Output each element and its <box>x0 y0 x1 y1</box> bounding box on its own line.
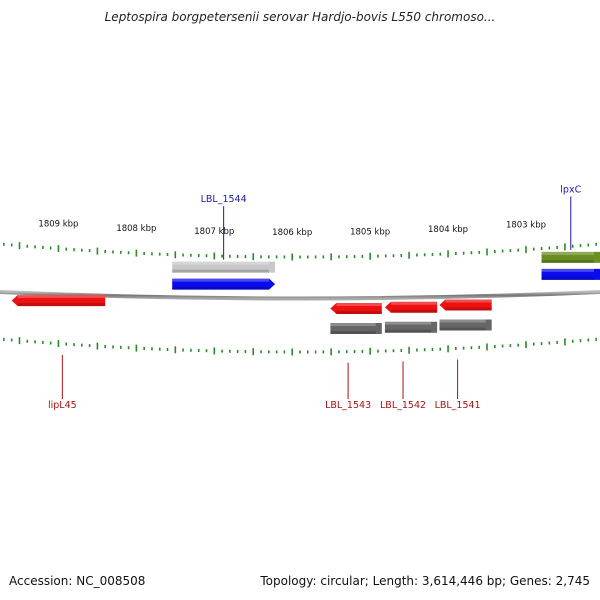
feature-shadow <box>17 303 106 307</box>
feature-gene <box>11 295 106 307</box>
feature-shadow <box>541 259 594 263</box>
scale-ticks-top <box>3 242 597 261</box>
feature-highlight <box>541 251 594 255</box>
feature-label: LBL_1541 <box>435 400 481 411</box>
feature-shadow <box>439 327 486 331</box>
feature-gene <box>439 299 492 311</box>
feature-highlight <box>172 261 270 265</box>
scale-labels: 1809 kbp 1808 kbp 1807 kbp 1806 kbp 1805 kbp… <box>38 220 546 238</box>
feature-highlight <box>172 278 270 282</box>
feature-gene <box>172 278 276 290</box>
feature-highlight <box>445 299 492 303</box>
topology-summary: Topology: circular; Length: 3,614,446 bp… <box>260 574 590 588</box>
scale-label: 1803 kbp <box>506 221 546 231</box>
feature-shadow <box>330 331 376 335</box>
feature-shadow <box>390 309 438 313</box>
feature-highlight <box>336 303 382 307</box>
feature-cds <box>330 323 382 335</box>
scale-label: 1808 kbp <box>116 224 156 234</box>
feature-label: LBL_1544 <box>201 194 247 205</box>
feature-rna <box>172 261 276 273</box>
scale-label: 1805 kbp <box>350 227 390 237</box>
feature-gene <box>541 268 600 280</box>
feature-cds <box>384 321 438 333</box>
scale-label: 1806 kbp <box>272 228 312 238</box>
feature-highlight <box>17 295 106 299</box>
feature-shadow <box>172 286 270 290</box>
map-title: Leptospira borgpetersenii serovar Hardjo… <box>104 10 496 24</box>
feature-highlight <box>390 301 438 305</box>
feature-cds <box>439 319 492 331</box>
feature-shadow <box>384 329 432 333</box>
feature-gene <box>384 301 438 313</box>
feature-shadow <box>172 269 270 273</box>
feature-cds <box>541 251 600 263</box>
feature-track <box>11 251 600 335</box>
accession-label: Accession: NC_008508 <box>9 574 146 588</box>
scale-label: 1807 kbp <box>194 227 234 237</box>
scale-label: 1804 kbp <box>428 225 468 235</box>
feature-label: LBL_1542 <box>380 400 426 411</box>
feature-label: lipL45 <box>48 400 77 411</box>
scale-label: 1809 kbp <box>38 220 78 230</box>
feature-highlight <box>384 321 432 325</box>
feature-shadow <box>445 307 492 311</box>
feature-labels: LBL_1544 lpxC lipL45 LBL_1543 LBL_1542 LBL_15… <box>48 184 582 411</box>
feature-highlight <box>439 319 486 323</box>
feature-highlight <box>541 268 594 272</box>
feature-label: lpxC <box>560 184 581 195</box>
feature-shadow <box>541 276 594 280</box>
feature-label: LBL_1543 <box>325 400 371 411</box>
feature-shadow <box>336 311 382 315</box>
feature-gene <box>330 303 382 315</box>
scale-ticks-bottom <box>3 337 597 356</box>
feature-highlight <box>330 323 376 327</box>
